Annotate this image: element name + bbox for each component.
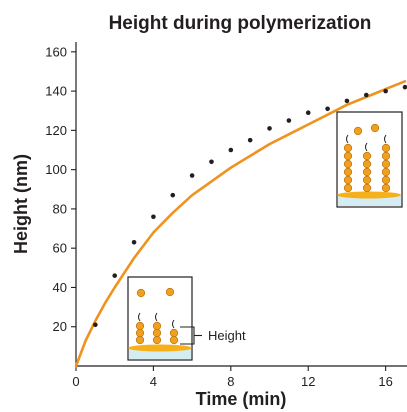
data-point [286,118,292,123]
height-label: Height [208,328,246,343]
free-monomer [370,123,380,133]
data-point [189,173,195,178]
data-point [363,92,369,98]
inset-short-brush [127,276,193,361]
chart-title: Height during polymerization [109,13,372,34]
substrate [128,344,192,352]
tall-chain-2 [362,142,372,193]
data-point [151,214,156,220]
data-point [209,159,214,165]
data-point [170,192,176,198]
data-point [305,110,311,115]
y-tick-label: 100 [45,162,67,177]
data-point [402,84,407,90]
substrate [337,191,401,199]
y-tick-label: 80 [53,201,67,216]
free-monomer [136,288,146,298]
substrate-base [129,349,191,359]
x-tick-label: 0 [72,374,79,389]
x-tick-label: 4 [150,374,157,389]
x-tick-label: 8 [227,374,234,389]
free-monomer [165,287,175,297]
data-point [112,273,118,278]
y-tick-label: 120 [45,123,67,138]
short-chain-3 [169,319,179,345]
tall-chain-1 [343,134,353,193]
short-chain-1 [135,312,145,345]
y-tick-label: 140 [45,84,67,99]
data-point [325,106,330,112]
y-tick-label: 60 [53,241,67,256]
plot-area: 20 40 60 80 100 120 140 160 0 4 8 12 16 [45,42,407,389]
data-point [383,88,388,94]
data-point [228,147,234,153]
y-tick-label: 20 [53,319,67,334]
x-axis-label: Time (min) [196,389,287,409]
y-tick-label: 160 [45,44,67,59]
data-point [131,239,137,245]
y-ticks: 20 40 60 80 100 120 140 160 [45,44,76,334]
height-bracket [180,326,202,345]
x-tick-label: 12 [301,374,315,389]
data-point [93,322,98,328]
series-fit-line [74,80,407,368]
x-ticks: 0 4 8 12 16 [72,366,393,389]
series-data-points [93,84,407,328]
x-tick-label: 16 [378,374,392,389]
data-point [267,126,272,131]
y-axis-label: Height (nm) [11,154,31,254]
data-point [247,137,253,143]
short-chain-2 [152,312,162,345]
tall-chain-3 [381,134,391,193]
data-point [344,98,350,104]
inset-tall-brush [336,111,403,208]
free-monomer [353,126,363,136]
substrate-base [338,196,401,206]
y-tick-label: 40 [53,280,67,295]
